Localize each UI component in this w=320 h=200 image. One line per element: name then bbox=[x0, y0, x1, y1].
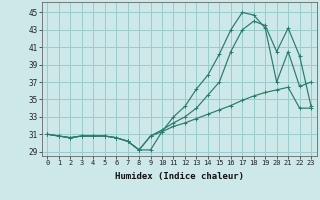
X-axis label: Humidex (Indice chaleur): Humidex (Indice chaleur) bbox=[115, 172, 244, 181]
